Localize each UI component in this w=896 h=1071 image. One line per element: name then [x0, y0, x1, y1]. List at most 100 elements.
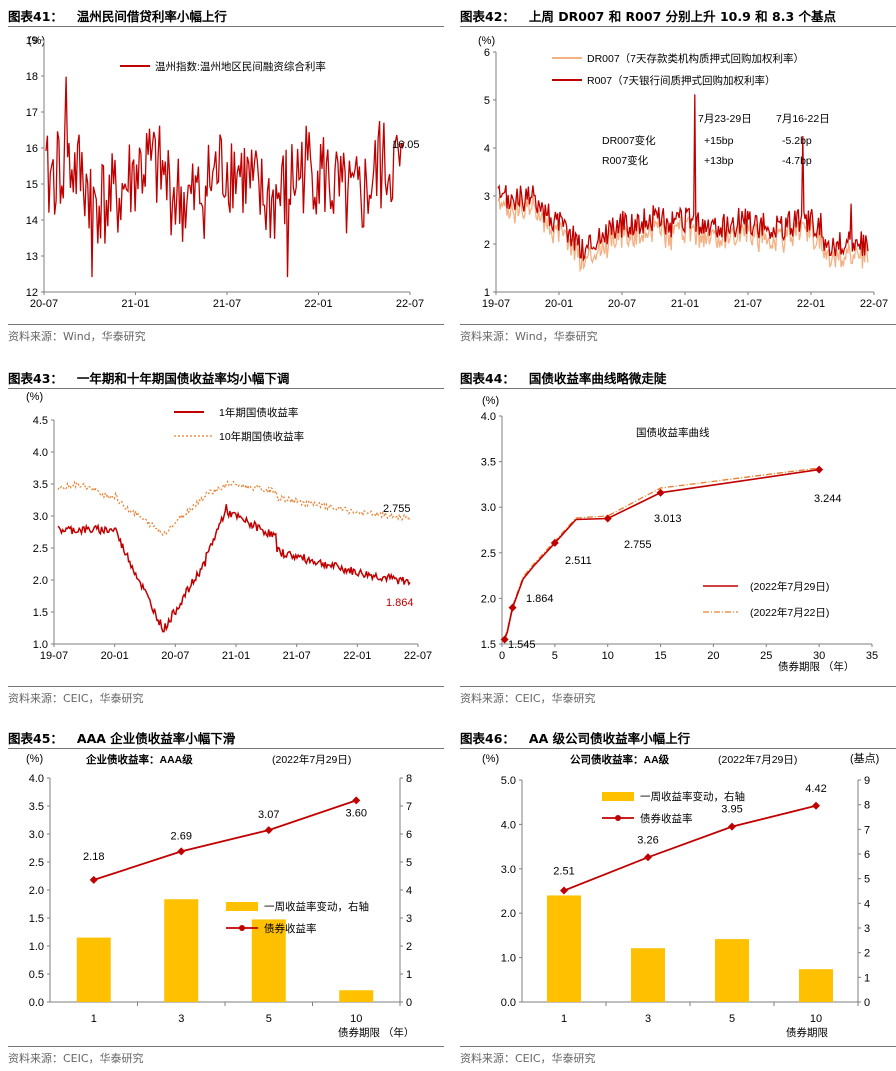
chart-44: (%) 1.5 2.0 2.5 3.0 3.5 4.0 0 5 10 15 20 25 30 35 国债收益率… [481, 395, 878, 673]
x-tick-label: 10 [602, 650, 614, 662]
y2-tick-label: 0 [864, 997, 870, 1009]
x-tick-label: 20-07 [608, 298, 636, 310]
y2-unit-label: (基点) [850, 752, 879, 765]
x-tick-label: 0 [499, 650, 505, 662]
legend-marker-line [239, 925, 245, 931]
data-label: 2.51 [553, 866, 574, 878]
x-tick-label: 3 [645, 1013, 651, 1025]
y2-tick-label: 4 [864, 898, 870, 910]
y-tick-label: 1.5 [33, 607, 48, 619]
y-tick-label: 0.5 [29, 969, 44, 981]
source-note: 资料来源：CEIC，华泰研究 [8, 692, 144, 705]
chart-inner-title: 国债收益率曲线 [636, 426, 710, 439]
x-tick-label: 21-07 [283, 650, 311, 662]
data-label: 3.26 [637, 834, 658, 846]
y-tick-label: 3.5 [481, 457, 496, 469]
divider [460, 686, 896, 687]
source-note: 资料来源：CEIC，华泰研究 [460, 1052, 596, 1065]
y-tick-label: 12 [26, 287, 38, 299]
y-tick-label: 1.5 [481, 639, 496, 651]
x-tick-label: 19-07 [40, 650, 68, 662]
x-tick-label: 21-01 [671, 298, 699, 310]
y2-tick-label: 0 [406, 997, 412, 1009]
x-tick-label: 5 [266, 1013, 272, 1025]
y-tick-label: 5.0 [501, 775, 516, 787]
y-tick-label: 18 [26, 71, 38, 83]
y-unit-label: (%) [26, 391, 43, 403]
data-point-marker [500, 635, 509, 644]
x-tick-label: 22-07 [396, 298, 424, 310]
divider [460, 388, 896, 389]
data-label-last: 16.05 [392, 139, 420, 151]
y-tick-label: 19 [26, 35, 38, 47]
panel-title: 图表45： AAA 企业债收益率小幅下滑 [8, 731, 236, 746]
y-tick-label: 3.0 [481, 502, 496, 514]
x-tick-label: 3 [178, 1013, 184, 1025]
legend-label-r007: R007（7天银行间质押式回购加权利率） [587, 74, 775, 87]
y2-tick-label: 3 [864, 923, 870, 935]
chart-date: (2022年7月29日) [718, 753, 797, 766]
data-label: 3.95 [721, 804, 742, 816]
bar-10 [339, 990, 374, 1002]
y-tick-label: 4.0 [501, 819, 516, 831]
y-tick-label: 0.0 [29, 997, 44, 1009]
x-tick-label: 22-01 [797, 298, 825, 310]
divider [460, 324, 896, 325]
y-tick-label: 2.0 [33, 575, 48, 587]
y-unit-label: (%) [478, 35, 495, 47]
series-line-10y [57, 480, 411, 537]
y2-tick-label: 6 [864, 849, 870, 861]
panel-45: 图表45： AAA 企业债收益率小幅下滑 (%) 0.0 0.5 1.0 1.5 2.0 2.… [8, 726, 444, 1071]
bar-1 [547, 895, 581, 1002]
data-label-10y: 2.755 [383, 503, 411, 515]
table-header: 7月16-22日 [776, 113, 830, 125]
source-note: 资料来源：CEIC，华泰研究 [8, 1052, 144, 1065]
bar-10 [799, 969, 833, 1002]
table-cell: -4.7bp [782, 155, 812, 167]
y-tick-label: 4.0 [481, 411, 496, 423]
data-label: 3.07 [258, 809, 279, 821]
y2-tick-label: 5 [864, 874, 870, 886]
legend-marker-line [615, 815, 621, 821]
divider [8, 388, 444, 389]
divider [460, 1046, 896, 1047]
legend-swatch-bar [226, 902, 258, 911]
data-label: 3.244 [814, 493, 842, 505]
x-tick-label: 20-01 [101, 650, 129, 662]
x-tick-label: 15 [654, 650, 666, 662]
x-tick-label: 10 [810, 1013, 822, 1025]
x-tick-label: 20-07 [161, 650, 189, 662]
data-label: 3.60 [346, 807, 367, 819]
y-tick-label: 16 [26, 143, 38, 155]
table-cell: +13bp [704, 155, 734, 167]
legend-label-dr007: DR007（7天存款类机构质押式回购加权利率） [587, 52, 804, 65]
divider [460, 26, 896, 27]
x-tick-label: 19-07 [482, 298, 510, 310]
y2-tick-label: 2 [406, 941, 412, 953]
data-point-marker [815, 465, 824, 474]
series-line-wenzhou [45, 76, 405, 278]
y-tick-label: 14 [26, 215, 38, 227]
divider [8, 686, 444, 687]
panel-42: 图表42： 上周 DR007 和 R007 分别上升 10.9 和 8.3 个基点… [460, 4, 896, 349]
data-point-marker [177, 847, 186, 856]
bar-3 [164, 899, 199, 1002]
legend-label-bar: 一周收益率变动，右轴 [640, 790, 745, 803]
y2-tick-label: 6 [406, 829, 412, 841]
bar-5 [251, 919, 286, 1002]
y-tick-label: 2.5 [29, 857, 44, 869]
bar-5 [715, 939, 749, 1002]
panel-title: 图表42： 上周 DR007 和 R007 分别上升 10.9 和 8.3 个基点 [460, 9, 837, 24]
data-label: 3.013 [654, 513, 682, 525]
legend-label: 温州指数:温州地区民间融资综合利率 [155, 60, 326, 73]
data-label-1y: 1.864 [386, 597, 414, 609]
data-point-marker [508, 603, 517, 612]
x-tick-label: 22-07 [860, 298, 888, 310]
x-tick-label: 22-01 [343, 650, 371, 662]
x-tick-label: 20 [707, 650, 719, 662]
bar-1 [76, 937, 111, 1002]
x-axis-label: 债券期限 [786, 1026, 828, 1039]
y-tick-label: 2.5 [33, 543, 48, 555]
legend-label-0729: (2022年7月29日) [750, 580, 829, 593]
y-tick-label: 13 [26, 251, 38, 263]
